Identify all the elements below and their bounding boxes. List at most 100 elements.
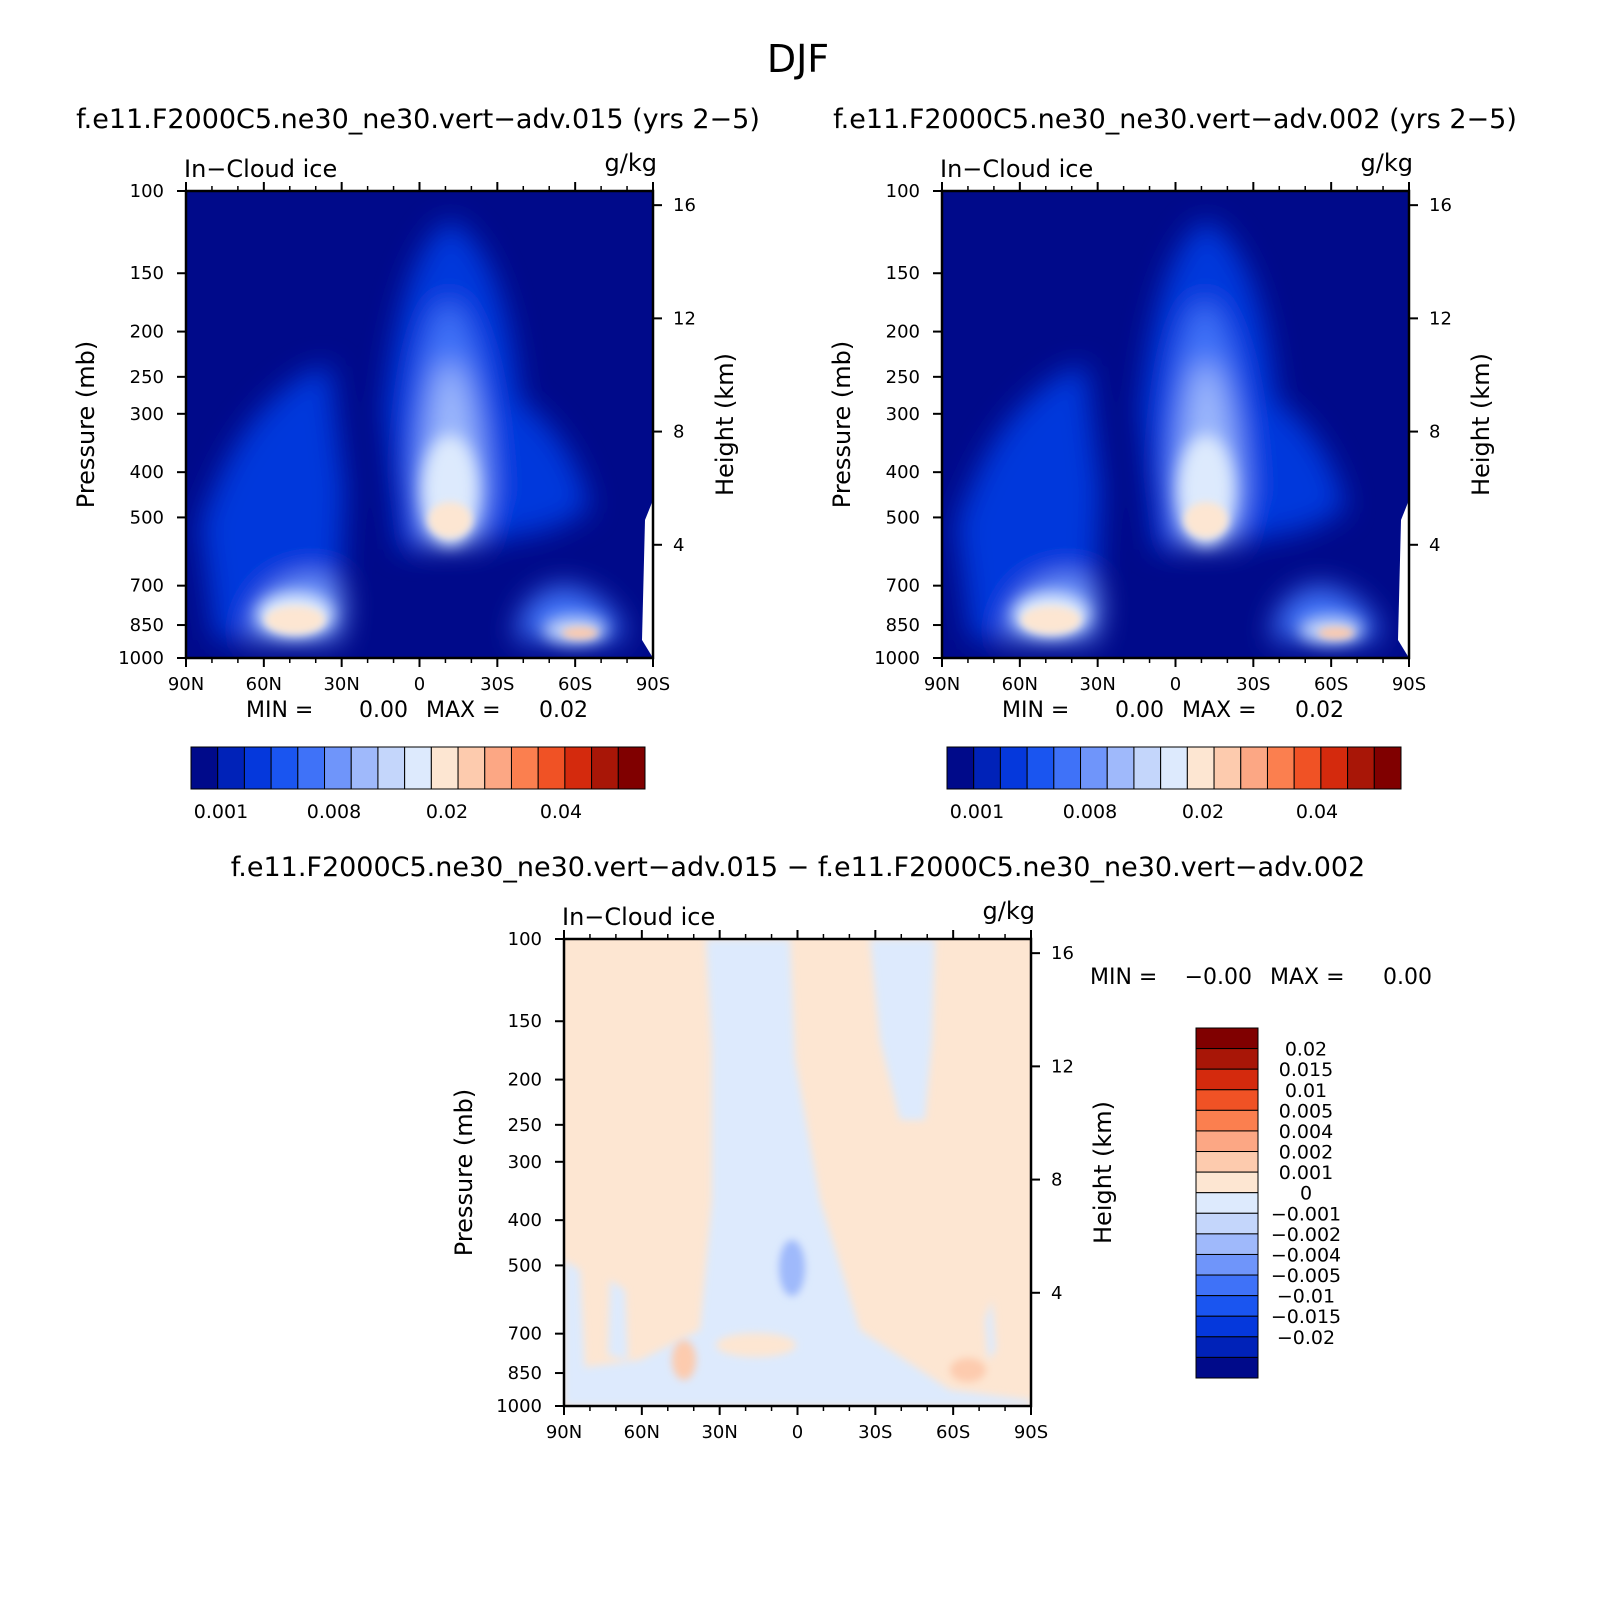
diff-colorbar-label: −0.001 bbox=[1271, 1203, 1341, 1225]
diff-colorbar-label: 0.001 bbox=[1279, 1162, 1333, 1184]
diff-title: f.e11.F2000C5.ne30_ne30.vert−adv.015 − f… bbox=[231, 852, 1366, 883]
panel-a-y-tick-label: 700 bbox=[130, 576, 164, 597]
panel-b-y-tick-label: 700 bbox=[886, 576, 920, 597]
panel-a-colorbar-box bbox=[243, 746, 272, 790]
diff-colorbar-label: 0.02 bbox=[1285, 1039, 1327, 1061]
panel-a-y-tick-label: 300 bbox=[130, 404, 164, 425]
panel-b-colorbar-box bbox=[1053, 746, 1082, 790]
panel-a-y2-tick-label: 8 bbox=[673, 422, 684, 443]
panel-a-y-tick-label: 500 bbox=[130, 507, 164, 528]
panel-b-units-label: g/kg bbox=[1361, 149, 1413, 177]
panel-b-colorbar-label: 0.04 bbox=[1296, 801, 1338, 823]
panel-a-max-value: 0.02 bbox=[539, 698, 588, 723]
panel-b-missing-region bbox=[1398, 500, 1409, 658]
panel-a-colorbar-label: 0.02 bbox=[426, 801, 468, 823]
diff-x-tick-label: 30N bbox=[701, 1422, 737, 1443]
diff-x-tick-label: 90S bbox=[1014, 1422, 1048, 1443]
panel-b-colorbar-box bbox=[973, 746, 1001, 790]
panel-a-x-tick-label: 60S bbox=[558, 674, 592, 695]
diff-max-value: 0.00 bbox=[1383, 965, 1432, 990]
panel-a-y-tick-label: 250 bbox=[130, 367, 164, 388]
panel-b-nh-ice-region bbox=[956, 365, 1101, 640]
panel-a-x-tick-label: 60N bbox=[246, 674, 282, 695]
panel-b-colorbar-box bbox=[1106, 746, 1135, 790]
diff-colorbar-box bbox=[1195, 1151, 1259, 1173]
panel-b-colorbar-box bbox=[1213, 746, 1242, 790]
diff-negative-region-west2 bbox=[608, 1280, 628, 1360]
panel-b-y2-tick-label: 8 bbox=[1429, 422, 1440, 443]
panel-a-colorbar-box bbox=[430, 746, 459, 790]
diff-colorbar-label: 0.01 bbox=[1285, 1080, 1327, 1102]
axes-layer: In−Cloud ice g/kg 90N 60N 30N 0 30S 60S 90S 100 15… bbox=[72, 149, 1495, 1443]
diff-x-tick-label: 60S bbox=[936, 1422, 970, 1443]
panel-a-field bbox=[186, 191, 653, 658]
diff-x-tick-label: 60N bbox=[624, 1422, 660, 1443]
panel-a-y2-tick-label: 16 bbox=[673, 195, 696, 216]
diff-y2-tick-label: 16 bbox=[1051, 943, 1074, 964]
panel-b-colorbar-box bbox=[1080, 746, 1108, 790]
diff-colorbar-label: 0 bbox=[1300, 1183, 1312, 1205]
panel-a-y2-axis-title: Height (km) bbox=[711, 353, 739, 496]
panel-b-colorbar-box bbox=[1373, 746, 1402, 790]
diff-min-value: −0.00 bbox=[1185, 965, 1252, 990]
diff-colorbar-box bbox=[1195, 1171, 1259, 1194]
panel-a-x-tick-label: 30S bbox=[480, 674, 514, 695]
panel-b-colorbar-box bbox=[1320, 746, 1349, 790]
diff-positive-core-nh bbox=[672, 1340, 696, 1380]
diff-colorbar-box bbox=[1195, 1253, 1259, 1276]
panel-b-colorbar-box bbox=[1266, 746, 1295, 790]
figure-title: DJF bbox=[767, 37, 829, 81]
diff-positive-lowlevel bbox=[716, 1333, 796, 1357]
panel-b-colorbar-box bbox=[1240, 746, 1268, 790]
diff-negative-region-south bbox=[985, 1300, 996, 1360]
panel-a-colorbar-label: 0.04 bbox=[540, 801, 582, 823]
diff-colorbar-label: −0.02 bbox=[1277, 1327, 1335, 1349]
diff-y-tick-label: 250 bbox=[508, 1115, 542, 1136]
diff-colorbar-label: −0.005 bbox=[1271, 1265, 1341, 1287]
panel-a-colorbar-box bbox=[484, 746, 512, 790]
diff-colorbar: 0.020.0150.010.0050.0040.0020.0010−0.001… bbox=[1195, 1027, 1341, 1379]
diff-y2-tick-label: 12 bbox=[1051, 1056, 1074, 1077]
diff-y-tick-label: 400 bbox=[508, 1210, 542, 1231]
panel-a-colorbar-box bbox=[617, 746, 646, 790]
panel-b-y2-tick-label: 12 bbox=[1429, 308, 1452, 329]
panel-a-max-label: MAX = bbox=[426, 698, 501, 723]
panel-b-nh-max bbox=[1021, 606, 1081, 634]
diff-colorbar-label: 0.002 bbox=[1279, 1142, 1333, 1164]
panel-a-sh-max bbox=[562, 627, 598, 639]
diff-y-tick-label: 200 bbox=[508, 1070, 542, 1091]
diff-colorbar-label: 0.004 bbox=[1279, 1121, 1333, 1143]
panel-a-colorbar-box bbox=[190, 746, 219, 790]
panel-a-colorbar-box bbox=[297, 746, 326, 790]
diff-max-label: MAX = bbox=[1270, 965, 1345, 990]
panel-b-colorbar-box bbox=[1293, 746, 1322, 790]
panel-a-variable-label: In−Cloud ice bbox=[184, 155, 337, 183]
diff-y-tick-label: 500 bbox=[508, 1255, 542, 1276]
diff-negative-region-center bbox=[564, 939, 1031, 1406]
panel-b-field bbox=[942, 191, 1409, 658]
diff-colorbar-box bbox=[1195, 1048, 1259, 1070]
diff-negative-region-west bbox=[564, 1260, 585, 1380]
panel-a-y-tick-label: 200 bbox=[130, 322, 164, 343]
diff-y-tick-label: 1000 bbox=[496, 1396, 542, 1417]
diff-y-tick-label: 150 bbox=[508, 1011, 542, 1032]
diff-y-tick-label: 100 bbox=[508, 929, 542, 950]
diff-colorbar-box bbox=[1195, 1027, 1259, 1050]
panel-b-y-tick-label: 200 bbox=[886, 322, 920, 343]
panel-b-y-axis-title: Pressure (mb) bbox=[828, 341, 856, 508]
panel-a-colorbar: 0.001 0.008 0.02 0.04 bbox=[190, 746, 646, 823]
diff-colorbar-box bbox=[1195, 1233, 1259, 1255]
colorbar-layer: 0.001 0.008 0.02 0.04 0.001 0.008 0.02 0.04 0.02… bbox=[190, 746, 1402, 1379]
panel-a-y-tick-label: 100 bbox=[130, 181, 164, 202]
diff-colorbar-box bbox=[1195, 1068, 1259, 1091]
panel-a-y2-tick-label: 12 bbox=[673, 308, 696, 329]
diff-negative-region-east bbox=[870, 939, 935, 1120]
panel-a-colorbar-box bbox=[457, 746, 486, 790]
panel-a-y-tick-label: 1000 bbox=[118, 648, 164, 669]
panel-b-y-tick-label: 100 bbox=[886, 181, 920, 202]
diff-colorbar-box bbox=[1195, 1192, 1259, 1214]
panel-b-min-label: MIN = bbox=[1002, 698, 1069, 723]
panel-a-title: f.e11.F2000C5.ne30_ne30.vert−adv.015 (yr… bbox=[76, 104, 760, 135]
panel-a-colorbar-box bbox=[377, 746, 406, 790]
diff-colorbar-label: −0.01 bbox=[1277, 1286, 1335, 1308]
